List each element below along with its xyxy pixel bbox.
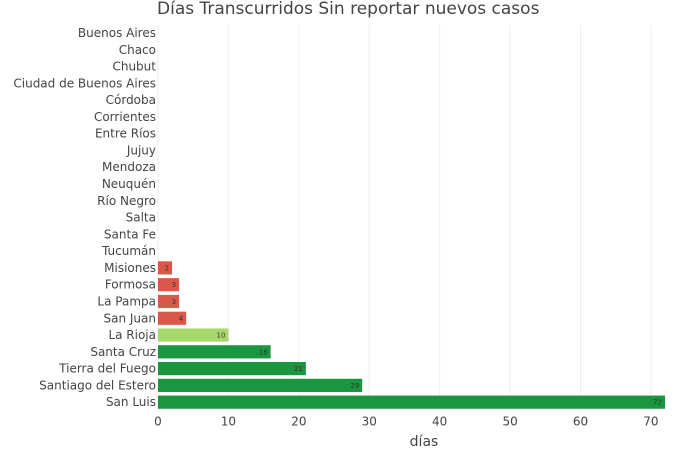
data-label: 16 <box>259 348 268 356</box>
category-label: Santiago del Estero <box>39 378 156 392</box>
category-label: Chaco <box>119 43 156 57</box>
x-tick-label: 50 <box>502 415 517 429</box>
category-label: Tucumán <box>101 244 156 258</box>
bar <box>158 278 180 292</box>
category-label: San Luis <box>106 395 156 409</box>
data-label: 4 <box>179 315 184 323</box>
bar <box>158 328 229 342</box>
category-label: Santa Cruz <box>90 345 156 359</box>
category-labels: Buenos Aires Chaco Chubut Ciudad de Buenos … <box>13 26 156 409</box>
data-label: 72 <box>653 399 662 407</box>
category-label: Tierra del Fuego <box>58 362 156 376</box>
x-tick-label: 30 <box>362 415 377 429</box>
x-tick-label: 70 <box>643 415 658 429</box>
x-tick-label: 40 <box>432 415 447 429</box>
bar <box>158 378 363 392</box>
x-tick-labels: 0 10 20 30 40 50 60 70 <box>154 415 658 429</box>
bar <box>158 362 306 376</box>
category-label: Jujuy <box>126 143 156 157</box>
category-label: Chubut <box>112 60 156 74</box>
x-tick-label: 0 <box>154 415 162 429</box>
category-label: Misiones <box>104 261 156 275</box>
category-label: Neuquén <box>102 177 156 191</box>
data-label: 3 <box>172 281 176 289</box>
category-label: Formosa <box>105 278 156 292</box>
data-label: 2 <box>165 264 169 272</box>
data-label: 29 <box>350 382 359 390</box>
category-label: Corrientes <box>94 110 156 124</box>
x-tick-label: 10 <box>221 415 236 429</box>
category-label: Buenos Aires <box>78 26 156 40</box>
category-label: Salta <box>126 211 156 225</box>
category-label: Mendoza <box>102 160 156 174</box>
category-label: Córdoba <box>106 93 156 107</box>
data-label: 3 <box>172 298 176 306</box>
bar <box>158 345 271 359</box>
category-label: Río Negro <box>97 194 156 208</box>
bar <box>158 261 173 275</box>
x-tick-label: 60 <box>573 415 588 429</box>
category-label: Entre Ríos <box>95 127 156 141</box>
data-label: 10 <box>216 332 225 340</box>
category-label: La Pampa <box>97 294 156 308</box>
bar <box>158 311 187 325</box>
category-label: Ciudad de Buenos Aires <box>13 76 156 90</box>
bar <box>158 294 180 309</box>
gridlines <box>157 24 652 411</box>
category-label: San Juan <box>104 311 157 325</box>
data-label: 21 <box>294 365 303 373</box>
bars: 2 3 3 4 10 16 21 29 72 <box>158 261 665 409</box>
x-axis-title: días <box>410 434 439 450</box>
bar <box>158 395 665 409</box>
chart-title: Días Transcurridos Sin reportar nuevos c… <box>157 0 540 19</box>
category-label: La Rioja <box>108 328 156 342</box>
x-tick-label: 20 <box>291 415 306 429</box>
category-label: Santa Fe <box>104 227 156 241</box>
